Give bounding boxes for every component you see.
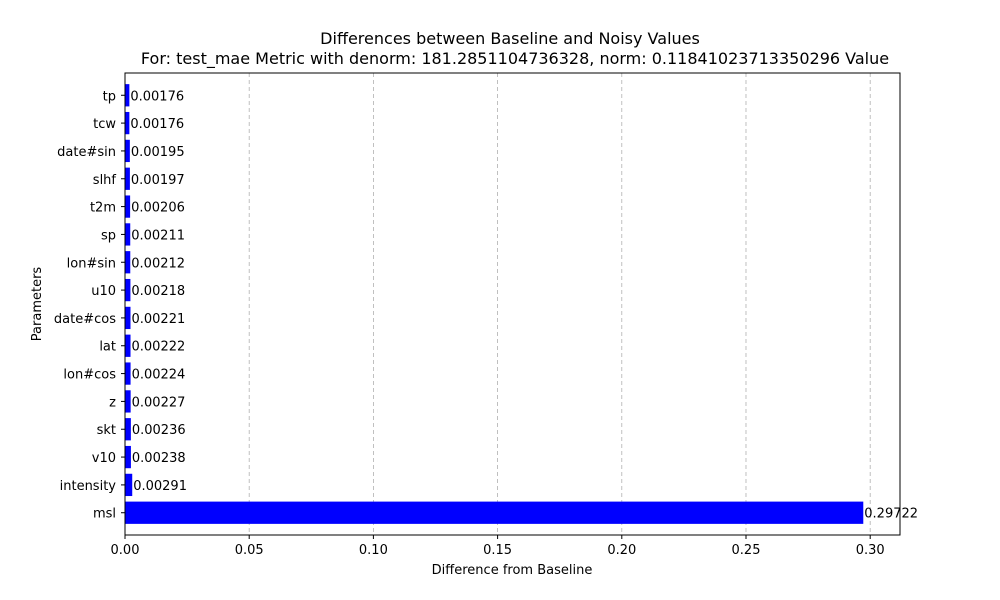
bar-sp xyxy=(125,223,131,246)
y-tick-label: tcw xyxy=(93,117,116,132)
bar-value-label: 0.00238 xyxy=(132,451,186,466)
y-tick-label: msl xyxy=(93,507,116,522)
y-tick-label: lon#cos xyxy=(63,368,116,383)
bar-value-label: 0.00227 xyxy=(132,395,186,410)
y-axis-label: Parameters xyxy=(30,267,45,342)
y-tick-label: tp xyxy=(103,89,116,104)
bar-tcw xyxy=(125,111,130,135)
bar-z xyxy=(125,390,131,413)
grid-lines xyxy=(248,73,871,535)
y-tick-label: lon#sin xyxy=(67,256,116,271)
bar-value-label: 0.29722 xyxy=(864,507,918,522)
chart-subtitle: For: test_mae Metric with denorm: 181.28… xyxy=(141,49,889,69)
x-axis-label: Difference from Baseline xyxy=(432,563,593,578)
bar-lon-cos xyxy=(125,362,131,385)
y-tick-label: v10 xyxy=(92,451,116,466)
x-axis: 0.00 0.05 0.10 0.15 0.20 0.25 0.30 xyxy=(111,535,885,558)
bar-v10 xyxy=(125,445,131,469)
bar-value-label: 0.00224 xyxy=(132,368,186,383)
y-tick-label: date#sin xyxy=(57,145,116,160)
bar-skt xyxy=(125,418,131,441)
y-axis: msl intensity v10 skt z lon#cos lat date#cos u10… xyxy=(54,89,125,522)
bar-value-label: 0.00218 xyxy=(131,284,185,299)
y-tick-label: z xyxy=(109,395,116,410)
bar-intensity xyxy=(125,473,133,497)
bar-value-label: 0.00291 xyxy=(133,479,187,494)
bar-lat xyxy=(125,334,131,357)
y-tick-label: slhf xyxy=(93,173,117,188)
y-tick-label: sp xyxy=(101,228,116,243)
y-tick-label: date#cos xyxy=(54,312,116,327)
x-tick-label: 0.10 xyxy=(359,543,388,558)
bar-tp xyxy=(125,84,130,107)
bar-date-cos xyxy=(125,306,131,330)
bar-value-label: 0.00176 xyxy=(130,89,184,104)
bar-lon-sin xyxy=(125,251,131,274)
bar-value-label: 0.00176 xyxy=(130,117,184,132)
x-tick-label: 0.30 xyxy=(856,543,885,558)
y-tick-label: lat xyxy=(99,340,116,355)
bar-value-label: 0.00206 xyxy=(131,201,185,216)
bar-value-label: 0.00212 xyxy=(131,256,185,271)
chart-title: Differences between Baseline and Noisy V… xyxy=(320,29,700,48)
bar-date-sin xyxy=(125,139,130,163)
bars xyxy=(125,84,864,524)
data-labels: 0.29722 0.00291 0.00238 0.00236 0.00227 0.002… xyxy=(130,89,918,521)
x-tick-label: 0.00 xyxy=(111,543,140,558)
x-tick-label: 0.15 xyxy=(483,543,512,558)
bar-value-label: 0.00211 xyxy=(131,228,185,243)
y-tick-label: skt xyxy=(97,423,116,438)
plot-frame xyxy=(124,72,901,536)
bar-value-label: 0.00197 xyxy=(131,173,185,188)
y-tick-label: u10 xyxy=(91,284,116,299)
bar-u10 xyxy=(125,278,131,302)
bar-value-label: 0.00222 xyxy=(132,340,186,355)
x-tick-label: 0.25 xyxy=(732,543,761,558)
bar-t2m xyxy=(125,195,131,218)
bar-value-label: 0.00195 xyxy=(131,145,185,160)
bar-value-label: 0.00236 xyxy=(132,423,186,438)
bar-slhf xyxy=(125,167,130,190)
x-tick-label: 0.05 xyxy=(235,543,264,558)
y-tick-label: t2m xyxy=(90,201,116,216)
x-tick-label: 0.20 xyxy=(607,543,636,558)
y-tick-label: intensity xyxy=(60,479,117,494)
bar-value-label: 0.00221 xyxy=(131,312,185,327)
bar-msl xyxy=(125,501,864,524)
